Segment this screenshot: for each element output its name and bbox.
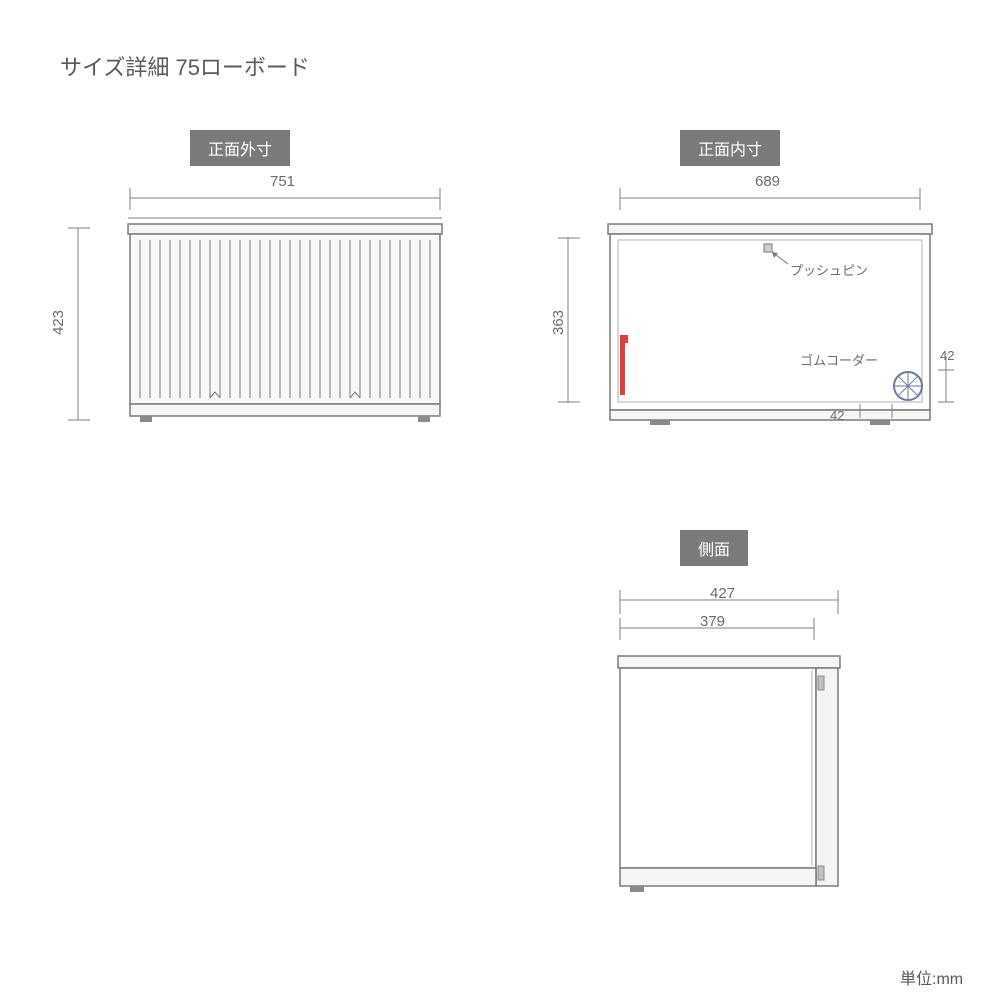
label-pushpin: プッシュピン xyxy=(790,260,868,279)
dim-hole-dia: 42 xyxy=(940,348,954,363)
badge-side: 側面 xyxy=(680,530,748,566)
dim-front-outer-width: 751 xyxy=(270,173,295,190)
label-grommet: ゴムコーダー xyxy=(800,350,878,369)
badge-front-outer: 正面外寸 xyxy=(190,130,290,166)
diagram-front-outer xyxy=(40,170,460,450)
diagram-front-inner xyxy=(520,170,960,450)
dim-front-inner-height: 363 xyxy=(550,310,567,335)
badge-front-inner: 正面内寸 xyxy=(680,130,780,166)
dim-hole-offset: 42 xyxy=(830,408,844,423)
dim-front-outer-height: 423 xyxy=(50,310,67,335)
unit-label: 単位:mm xyxy=(900,965,963,989)
dim-side-outer: 427 xyxy=(710,585,735,602)
dim-front-inner-width: 689 xyxy=(755,173,780,190)
dim-side-inner: 379 xyxy=(700,613,725,630)
page-title: サイズ詳細 75ローボード xyxy=(60,50,310,82)
